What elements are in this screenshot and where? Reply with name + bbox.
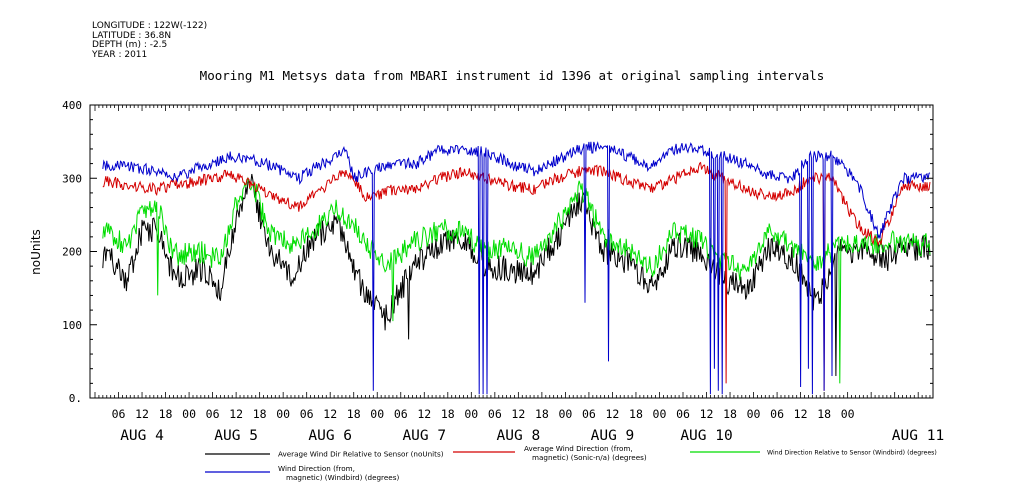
latitude-text: LATITUDE : 36.8N [92,30,172,41]
x-hour-label: 00 [182,407,196,421]
x-hour-label: 06 [770,407,784,421]
x-day-label: AUG 10 [680,428,732,444]
legend-label: Average Wind Direction (from, [524,444,633,453]
series-line-red [102,161,931,391]
x-day-label: AUG 7 [402,428,446,444]
x-day-label: AUG 11 [892,428,944,444]
x-hour-label: 18 [253,407,267,421]
x-hour-label: 18 [159,407,173,421]
x-hour-label: 18 [629,407,643,421]
x-day-label: AUG 6 [308,428,352,444]
longitude-text: LONGITUDE : 122W(-122) [92,21,208,31]
y-tick-label: 400 [62,99,82,112]
depth-text: DEPTH (m) : -2.5 [92,40,168,50]
x-hour-label: 06 [112,407,126,421]
x-hour-label: 12 [700,407,714,421]
x-hour-label: 00 [276,407,290,421]
legend: Average Wind Dir Relative to Sensor (noU… [205,444,937,482]
chart-title: Mooring M1 Metsys data from MBARI instru… [200,68,825,83]
x-hour-label: 18 [441,407,455,421]
x-hour-label: 06 [394,407,408,421]
x-hour-label: 00 [841,407,855,421]
x-hour-label: 12 [229,407,243,421]
x-hour-label: 18 [817,407,831,421]
x-hour-label: 00 [747,407,761,421]
x-day-label: AUG 5 [214,428,258,444]
x-hour-label: 06 [676,407,690,421]
year-text: YEAR : 2011 [92,49,148,60]
x-hour-label: 12 [417,407,431,421]
y-tick-label: 0. [69,392,82,405]
x-day-label: AUG 8 [497,428,541,444]
legend-label-line2: magnetic) (Windbird) (degrees) [286,473,399,482]
x-day-label: AUG 9 [591,428,635,444]
x-hour-label: 00 [464,407,478,421]
x-hour-label: 18 [723,407,737,421]
series-layer [102,141,931,395]
x-hour-label: 12 [511,407,525,421]
legend-label-line2: magnetic) (Sonic-n/a) (degrees) [532,453,647,462]
y-tick-label: 300 [62,172,82,185]
x-hour-label: 06 [582,407,596,421]
x-hour-label: 06 [206,407,220,421]
x-hour-label: 00 [370,407,384,421]
axis-layer: 0. 100 200 300 400 06 12 18 00 06 12 18 00 06 12 18 00 06… [62,99,944,444]
legend-label: Wind Direction Relative to Sensor (Windb… [767,450,937,457]
x-hour-label: 00 [653,407,667,421]
metadata-block: LONGITUDE : 122W(-122) LATITUDE : 36.8N … [92,21,208,60]
x-hour-label: 12 [323,407,337,421]
y-tick-label: 100 [62,319,82,332]
x-day-label: AUG 4 [120,428,164,444]
x-hour-label: 12 [794,407,808,421]
series-line-green [102,176,931,384]
x-hour-label: 12 [606,407,620,421]
y-tick-label: 200 [62,246,82,259]
legend-label: Average Wind Dir Relative to Sensor (noU… [278,450,444,459]
series-line-black [102,173,931,377]
x-hour-label: 06 [488,407,502,421]
x-hour-label: 06 [300,407,314,421]
y-axis-label: noUnits [29,229,43,275]
series-line-blue [102,141,931,395]
x-hour-label: 00 [558,407,572,421]
legend-label: Wind Direction (from, [278,464,355,473]
x-hour-label: 18 [347,407,361,421]
x-hour-label: 18 [535,407,549,421]
x-hour-label: 12 [135,407,149,421]
